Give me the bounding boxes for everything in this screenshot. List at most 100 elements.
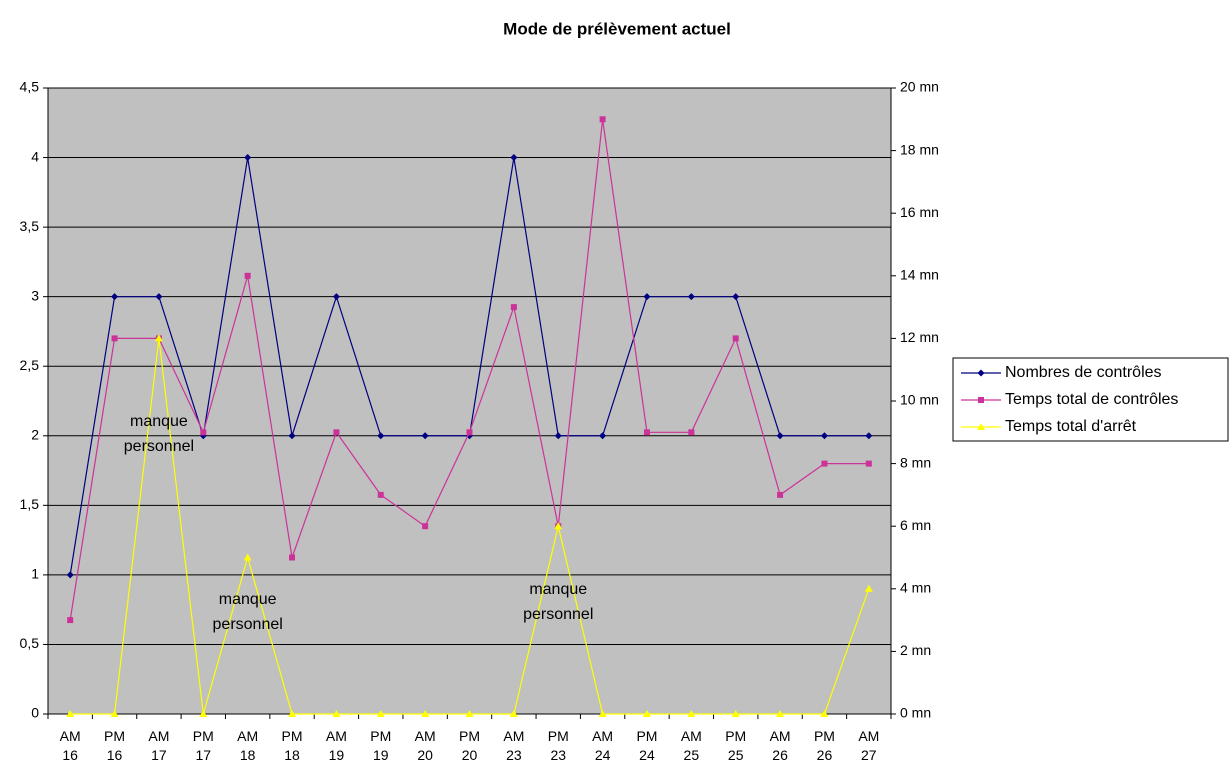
x-tick-label: PM 18	[282, 728, 303, 763]
y2-tick-label: 18 mn	[900, 141, 939, 157]
y2-tick-label: 4 mn	[900, 580, 931, 596]
marker	[865, 432, 873, 440]
marker	[599, 432, 607, 440]
marker	[642, 710, 651, 717]
marker	[977, 369, 985, 377]
legend-label: Temps total de contrôles	[1005, 391, 1178, 408]
marker	[732, 293, 740, 301]
marker	[732, 335, 739, 342]
x-tick-label: AM 18	[237, 728, 258, 763]
marker	[820, 710, 829, 717]
y-tick-label: 3,5	[20, 218, 40, 234]
y2-tick-label: 20 mn	[900, 79, 939, 95]
x-tick-label: PM 19	[370, 728, 391, 763]
x-tick-label: PM 25	[725, 728, 746, 763]
marker	[376, 710, 385, 717]
marker	[288, 710, 297, 717]
x-tick-label: AM 19	[326, 728, 347, 763]
x-tick-label: PM 17	[193, 728, 214, 763]
marker	[421, 710, 430, 717]
y-tick-label: 1	[31, 566, 39, 582]
legend-label: Temps total d'arrêt	[1005, 418, 1137, 435]
marker	[864, 584, 873, 592]
x-tick-label: PM 26	[814, 728, 835, 763]
y2-tick-label: 8 mn	[900, 454, 931, 470]
y2-tick-label: 12 mn	[900, 329, 939, 345]
marker	[510, 154, 518, 162]
x-tick-label: AM 20	[415, 728, 436, 763]
marker	[244, 154, 252, 162]
marker	[200, 429, 207, 436]
x-tick-label: AM 26	[770, 728, 791, 763]
marker	[110, 710, 119, 717]
y-tick-label: 3	[31, 287, 39, 303]
y-tick-label: 2,5	[20, 357, 40, 373]
marker	[289, 554, 296, 561]
marker	[332, 293, 340, 301]
x-tick-label: PM 16	[104, 728, 125, 763]
marker	[377, 432, 385, 440]
marker	[422, 523, 429, 530]
marker	[377, 491, 384, 498]
marker	[776, 432, 784, 440]
marker	[687, 710, 696, 717]
marker	[465, 710, 474, 717]
marker	[154, 334, 163, 342]
x-tick-label: AM 23	[503, 728, 524, 763]
x-tick-label: PM 20	[459, 728, 480, 763]
marker	[820, 432, 828, 440]
y-tick-label: 4,5	[20, 79, 40, 95]
x-tick-label: PM 24	[636, 728, 657, 763]
y2-tick-label: 10 mn	[900, 392, 939, 408]
marker	[509, 710, 518, 717]
x-tick-label: PM 23	[548, 728, 569, 763]
marker	[66, 710, 75, 717]
marker	[333, 429, 340, 436]
y-tick-label: 4	[31, 148, 39, 164]
marker	[643, 293, 651, 301]
x-tick-label: AM 25	[681, 728, 702, 763]
y-tick-label: 0,5	[20, 635, 40, 651]
chart-title: Mode de prélèvement actuel	[503, 19, 731, 38]
marker	[466, 429, 473, 436]
marker	[332, 710, 341, 717]
marker	[977, 423, 985, 430]
y2-tick-label: 2 mn	[900, 642, 931, 658]
marker	[67, 617, 74, 624]
marker	[288, 432, 296, 440]
marker	[243, 553, 252, 561]
x-tick-label: AM 27	[858, 728, 879, 763]
marker	[111, 335, 118, 342]
marker	[554, 432, 562, 440]
y2-tick-label: 0 mn	[900, 705, 931, 721]
x-tick-label: AM 17	[148, 728, 169, 763]
marker	[244, 272, 251, 279]
marker	[599, 116, 606, 123]
marker	[111, 293, 119, 301]
plot-area	[48, 88, 891, 714]
marker	[199, 710, 208, 717]
y2-tick-label: 14 mn	[900, 267, 939, 283]
marker	[865, 460, 872, 467]
y-tick-label: 0	[31, 705, 39, 721]
y-tick-label: 2	[31, 426, 39, 442]
x-tick-label: AM 24	[592, 728, 613, 763]
annotation: manque personnel	[124, 413, 194, 455]
annotation: manque personnel	[523, 581, 593, 623]
marker	[777, 491, 784, 498]
marker	[598, 710, 607, 717]
marker	[687, 293, 695, 301]
x-tick-label: AM 16	[60, 728, 81, 763]
y2-tick-label: 16 mn	[900, 204, 939, 220]
marker	[510, 304, 517, 311]
marker	[978, 397, 984, 403]
marker	[731, 710, 740, 717]
marker	[421, 432, 429, 440]
marker	[155, 293, 163, 301]
legend-label: Nombres de contrôles	[1005, 364, 1162, 381]
y-tick-label: 1,5	[20, 496, 40, 512]
marker	[643, 429, 650, 436]
marker	[688, 429, 695, 436]
marker	[66, 571, 74, 579]
